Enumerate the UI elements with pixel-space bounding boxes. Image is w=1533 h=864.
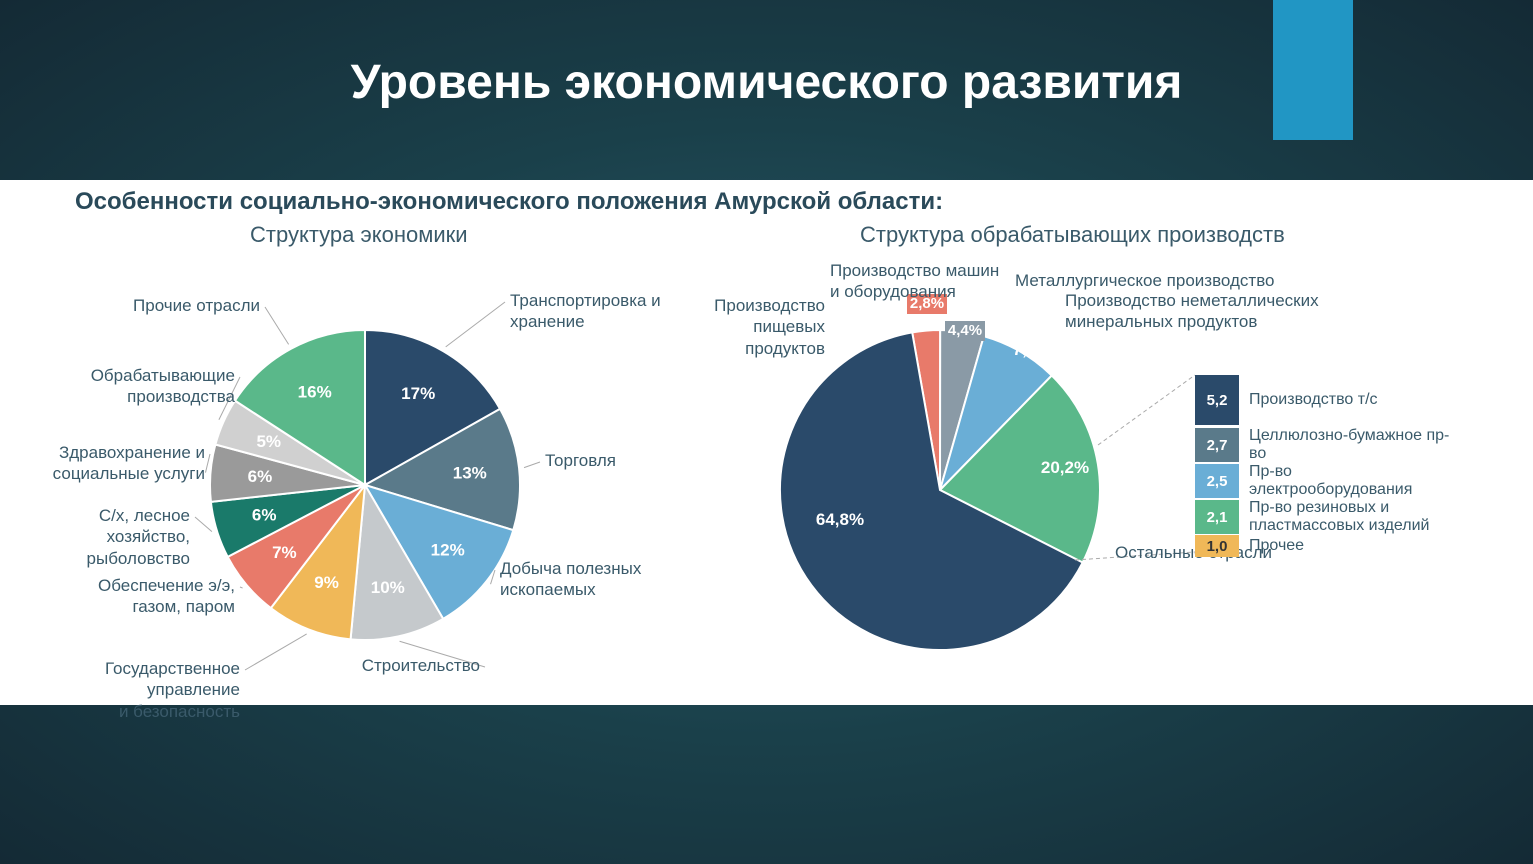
pie-label: Производство неметаллическихминеральных … bbox=[1065, 290, 1319, 333]
pie-pct: 7,9% bbox=[1013, 340, 1052, 359]
pie-pct: 9% bbox=[314, 573, 339, 592]
breakdown-value: 1,0 bbox=[1195, 535, 1239, 557]
pie-pct: 4,4% bbox=[948, 322, 982, 339]
leader-line bbox=[245, 634, 307, 670]
breakdown-label: Пр-во электрооборудования bbox=[1249, 463, 1459, 500]
breakdown-label: Прочее bbox=[1249, 537, 1304, 555]
pie-label: Транспортировка ихранение bbox=[510, 290, 661, 333]
breakdown-row: 5,2 Производство т/с bbox=[1195, 375, 1378, 425]
pie-pct: 20,2% bbox=[1041, 458, 1089, 477]
pie-label: Государственное управлениеи безопасность bbox=[60, 658, 240, 722]
pie-pct: 64,8% bbox=[816, 510, 864, 529]
breakdown-label: Производство т/с bbox=[1249, 391, 1378, 409]
breakdown-label: Пр-во резиновых и пластмассовых изделий bbox=[1249, 499, 1459, 536]
breakdown-value: 5,2 bbox=[1195, 375, 1239, 425]
pie-label: Производство пищевыхпродуктов bbox=[685, 295, 825, 359]
content-panel: Особенности социально-экономического пол… bbox=[0, 180, 1533, 705]
breakdown-value: 2,1 bbox=[1195, 500, 1239, 534]
slide-title: Уровень экономического развития bbox=[0, 55, 1533, 110]
pie-label: С/х, лесноехозяйство, рыболовство bbox=[10, 505, 190, 569]
pie-pct: 5% bbox=[256, 432, 281, 451]
pie-pct: 10% bbox=[371, 578, 405, 597]
pie-label: Прочие отрасли bbox=[80, 295, 260, 316]
pie-label: Добыча полезныхископаемых bbox=[500, 558, 641, 601]
pie-pct: 12% bbox=[431, 540, 465, 559]
breakdown-leader bbox=[1098, 375, 1195, 445]
breakdown-value: 2,5 bbox=[1195, 464, 1239, 498]
breakdown-row: 2,1 Пр-во резиновых и пластмассовых издел… bbox=[1195, 499, 1459, 536]
breakdown-label: Целлюлозно-бумажное пр-во bbox=[1249, 427, 1459, 464]
breakdown-row: 2,7 Целлюлозно-бумажное пр-во bbox=[1195, 427, 1459, 464]
pie-pct: 6% bbox=[248, 467, 273, 486]
pie-pct: 6% bbox=[252, 506, 277, 525]
pie-pct: 7% bbox=[272, 543, 297, 562]
pie-label: Торговля bbox=[545, 450, 616, 471]
pie-label: Металлургическое производство bbox=[1015, 270, 1275, 291]
pie-pct: 13% bbox=[453, 464, 487, 483]
pie-label: Обрабатывающие производства bbox=[55, 365, 235, 408]
pie-pct: 16% bbox=[298, 382, 332, 401]
breakdown-row: 2,5 Пр-во электрооборудования bbox=[1195, 463, 1459, 500]
leader-line bbox=[265, 307, 289, 344]
breakdown-row: 1,0 Прочее bbox=[1195, 535, 1304, 557]
leader-line bbox=[446, 302, 505, 347]
pie-label: Здравохранение исоциальные услуги bbox=[25, 442, 205, 485]
leader-line bbox=[524, 462, 540, 468]
pie-label: Обеспечение э/э,газом, паром bbox=[55, 575, 235, 618]
leader-line bbox=[205, 454, 210, 473]
pie-label: Строительство bbox=[300, 655, 480, 676]
breakdown-value: 2,7 bbox=[1195, 428, 1239, 462]
pie-label: Производство машини оборудования bbox=[830, 260, 999, 303]
leader-line bbox=[240, 587, 243, 588]
pie-pct: 17% bbox=[401, 384, 435, 403]
leader-line bbox=[195, 517, 212, 532]
